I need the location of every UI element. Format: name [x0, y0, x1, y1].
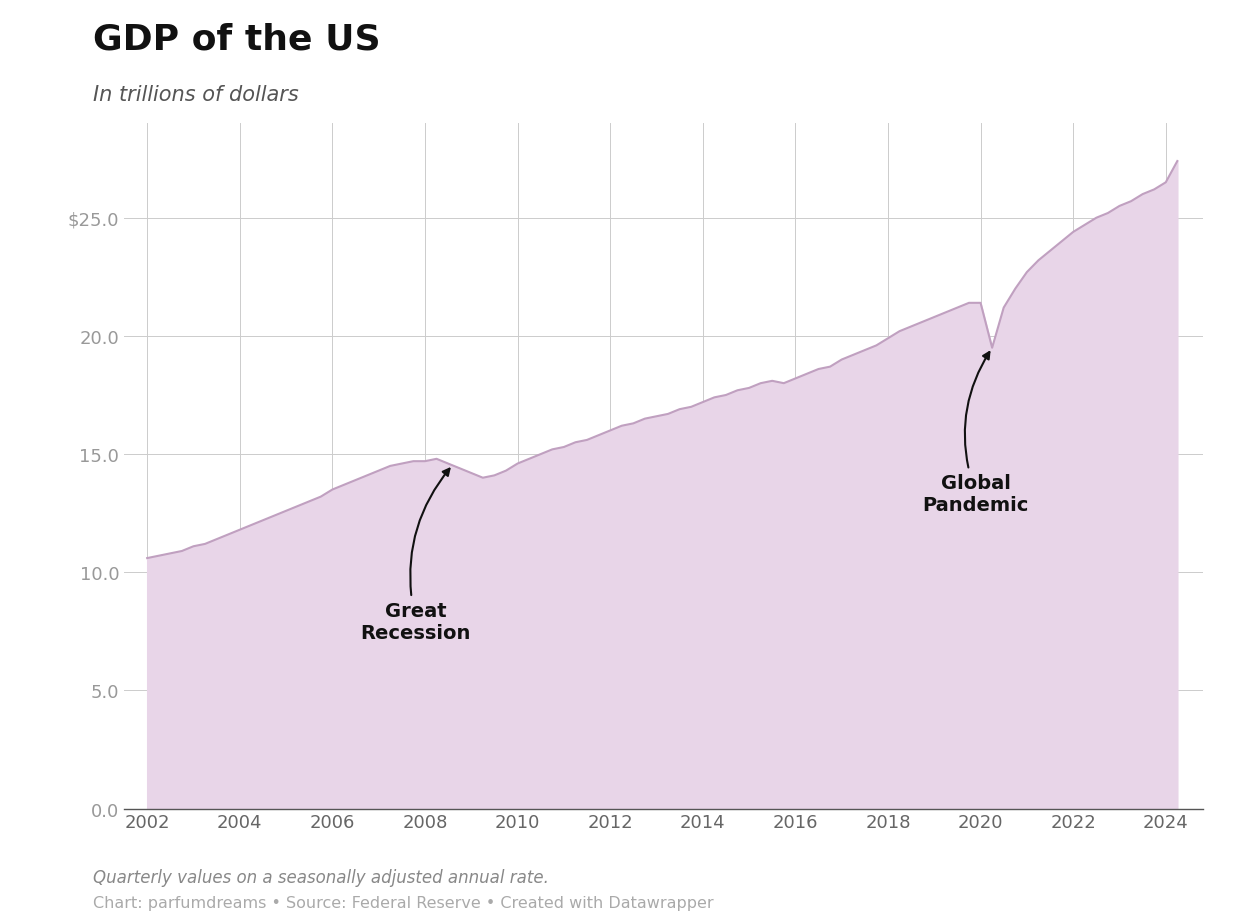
Text: Global
Pandemic: Global Pandemic [923, 353, 1029, 515]
Text: Chart: parfumdreams • Source: Federal Reserve • Created with Datawrapper: Chart: parfumdreams • Source: Federal Re… [93, 895, 714, 910]
Text: GDP of the US: GDP of the US [93, 23, 381, 57]
Text: Great
Recession: Great Recession [361, 470, 471, 641]
Text: In trillions of dollars: In trillions of dollars [93, 85, 299, 105]
Text: Quarterly values on a seasonally adjusted annual rate.: Quarterly values on a seasonally adjuste… [93, 868, 549, 887]
